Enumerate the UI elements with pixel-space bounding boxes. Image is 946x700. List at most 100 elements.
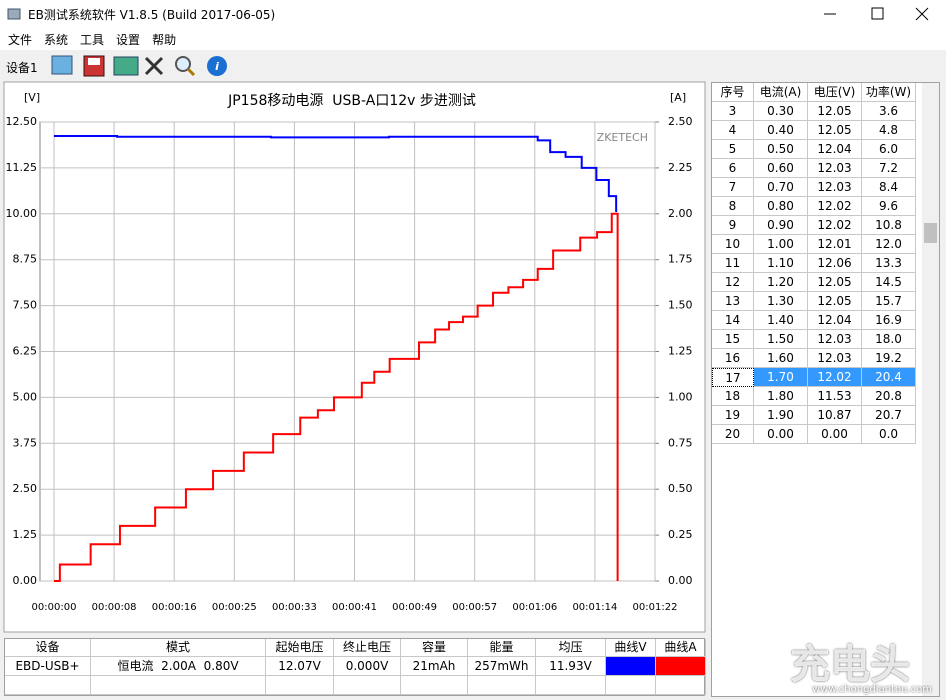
table-cell: 10.8 xyxy=(862,216,916,235)
table-cell: 1.20 xyxy=(754,273,808,292)
y-tick-label: 11.25 xyxy=(6,161,38,174)
menu-bar: 文件 系统 工具 设置 帮助 xyxy=(0,28,946,50)
scrollbar[interactable] xyxy=(922,83,939,696)
table-cell: 18.0 xyxy=(862,330,916,349)
x-tick-label: 00:00:08 xyxy=(92,602,137,613)
menu-item[interactable]: 系统 xyxy=(44,33,69,47)
table-cell xyxy=(536,676,606,695)
table-cell: 11.53 xyxy=(808,387,862,406)
table-cell: 1.80 xyxy=(754,387,808,406)
table-cell: 1.50 xyxy=(754,330,808,349)
table-cell xyxy=(656,676,706,695)
table-cell: 12.05 xyxy=(808,102,862,121)
y-tick-label: 12.50 xyxy=(6,115,38,128)
table-cell xyxy=(401,676,468,695)
table-header: 功率(W) xyxy=(862,83,916,102)
table-cell: 0.50 xyxy=(754,140,808,159)
table-cell: 17 xyxy=(712,368,754,387)
table-cell: 0.00 xyxy=(754,425,808,444)
device-tab[interactable]: 设备1 xyxy=(6,61,38,75)
y2-tick-label: 2.25 xyxy=(668,161,693,174)
table-cell xyxy=(5,676,91,695)
table-cell xyxy=(468,676,536,695)
table-cell: 12.03 xyxy=(808,178,862,197)
table-cell: 20 xyxy=(712,425,754,444)
table-cell: 4.8 xyxy=(862,121,916,140)
y-tick-label: 8.75 xyxy=(13,253,38,266)
chart-watermark: ZKETECH xyxy=(597,131,648,144)
table-cell: 257mWh xyxy=(468,657,536,676)
table-cell xyxy=(266,676,334,695)
toolbar-icons[interactable]: i xyxy=(48,52,238,80)
x-tick-label: 00:01:06 xyxy=(512,602,557,613)
table-cell: 12.02 xyxy=(808,197,862,216)
table-cell xyxy=(91,676,266,695)
table-cell: 1.60 xyxy=(754,349,808,368)
table-cell: 11 xyxy=(712,254,754,273)
y2-tick-label: 2.00 xyxy=(668,207,693,220)
table-cell: 16.9 xyxy=(862,311,916,330)
y2-tick-label: 1.75 xyxy=(668,253,693,266)
data-table: 序号 电流(A) 电压(V) 功率(W) 3 0.30 12.05 3.6 4 0.40 12.05… xyxy=(711,82,940,697)
table-cell: 20.4 xyxy=(862,368,916,387)
chart: JP158移动电源 USB-A口12v 步进测试 [V] [A] ZKETECH… xyxy=(3,81,706,633)
table-cell: 6 xyxy=(712,159,754,178)
table-header: 能量 xyxy=(468,639,536,657)
x-tick-label: 00:01:14 xyxy=(572,602,617,613)
y-tick-label: 0.00 xyxy=(13,574,38,587)
table-cell: 21mAh xyxy=(401,657,468,676)
table-header: 模式 xyxy=(91,639,266,657)
table-cell: 16 xyxy=(712,349,754,368)
y-tick-label: 3.75 xyxy=(13,436,38,449)
watermark-logo: 充电头 xyxy=(790,642,910,688)
table-header: 曲线V xyxy=(606,639,656,657)
table-cell: EBD-USB+ xyxy=(5,657,91,676)
scroll-thumb[interactable] xyxy=(924,223,937,243)
y-tick-label: 7.50 xyxy=(13,299,38,312)
table-cell xyxy=(334,676,401,695)
table-cell: 1.70 xyxy=(754,368,808,387)
x-tick-label: 00:00:57 xyxy=(452,602,497,613)
table-cell: 0.00 xyxy=(808,425,862,444)
table-cell: 18 xyxy=(712,387,754,406)
x-tick-label: 00:00:41 xyxy=(332,602,377,613)
x-tick-label: 00:01:22 xyxy=(633,602,678,613)
table-cell: 12.05 xyxy=(808,273,862,292)
table-cell: 20.8 xyxy=(862,387,916,406)
table-cell: 19 xyxy=(712,406,754,425)
table-cell: 14.5 xyxy=(862,273,916,292)
menu-item[interactable]: 帮助 xyxy=(152,33,177,47)
y2-tick-label: 0.75 xyxy=(668,436,693,449)
table-cell: 20.7 xyxy=(862,406,916,425)
y2-axis-label: [A] xyxy=(670,91,686,104)
y-tick-label: 1.25 xyxy=(13,528,38,541)
table-cell: 4 xyxy=(712,121,754,140)
x-tick-label: 00:00:33 xyxy=(272,602,317,613)
x-tick-label: 00:00:49 xyxy=(392,602,437,613)
x-tick-label: 00:00:16 xyxy=(152,602,197,613)
y2-tick-label: 0.50 xyxy=(668,482,693,495)
table-cell: 12.02 xyxy=(808,368,862,387)
table-cell: 7.2 xyxy=(862,159,916,178)
menu-item[interactable]: 工具 xyxy=(80,33,105,47)
table-cell: 12.01 xyxy=(808,235,862,254)
table-cell: 12.04 xyxy=(808,311,862,330)
table-cell: 0.40 xyxy=(754,121,808,140)
table-cell: 10 xyxy=(712,235,754,254)
x-tick-label: 00:00:00 xyxy=(32,602,77,613)
menu-item[interactable]: 文件 xyxy=(8,33,33,47)
table-cell: 8 xyxy=(712,197,754,216)
window-title: EB测试系统软件 V1.8.5 (Build 2017-06-05) xyxy=(28,8,276,22)
table-cell: 13 xyxy=(712,292,754,311)
series-swatch xyxy=(606,657,656,676)
table-cell: 5 xyxy=(712,140,754,159)
table-cell: 0.60 xyxy=(754,159,808,178)
table-cell: 3.6 xyxy=(862,102,916,121)
y-tick-label: 5.00 xyxy=(13,390,38,403)
y2-tick-label: 1.50 xyxy=(668,299,693,312)
table-cell: 9.6 xyxy=(862,197,916,216)
table-cell: 6.0 xyxy=(862,140,916,159)
menu-item[interactable]: 设置 xyxy=(116,33,141,47)
window-controls[interactable] xyxy=(800,0,946,28)
summary-table: 设备 模式 起始电压 终止电压 容量 能量 均压 曲线V 曲线A EBD-USB+ 恒电流 2.00… xyxy=(4,638,706,696)
